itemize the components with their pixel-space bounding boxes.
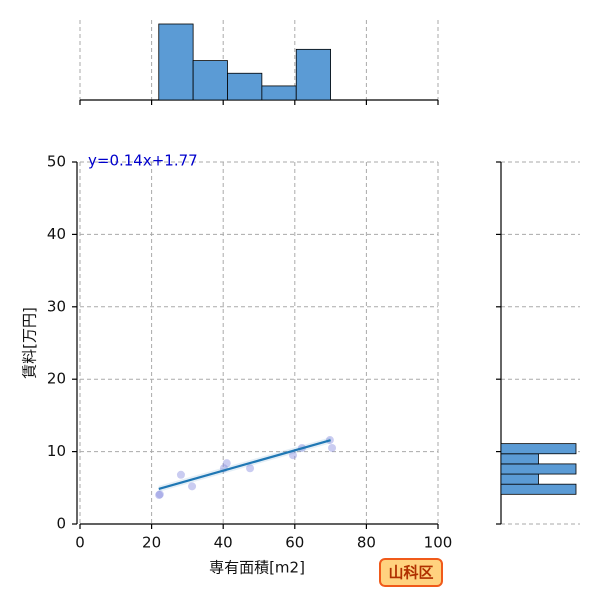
fit-line — [158, 439, 331, 490]
annotation: y=0.14x+1.77 — [88, 152, 198, 170]
x-tick-label: 20 — [142, 534, 161, 552]
y-tick-label: 0 — [56, 515, 66, 533]
point — [289, 451, 298, 460]
y-tick-label: 30 — [47, 297, 66, 315]
point — [176, 470, 185, 479]
badge: 山科区 — [388, 564, 433, 582]
x-tick-label: 0 — [75, 534, 85, 552]
x-hist-bar — [158, 23, 194, 101]
badge-box — [379, 558, 443, 587]
x-tick-label: 80 — [357, 534, 376, 552]
point — [188, 482, 197, 491]
y-hist-bar — [500, 473, 539, 485]
y-hist-bar — [500, 443, 577, 455]
y-tick-label: 10 — [47, 442, 66, 460]
y-tick-label: 40 — [47, 225, 66, 243]
point — [155, 491, 164, 500]
point — [246, 464, 255, 473]
y-tick-label: 50 — [47, 153, 66, 171]
y-hist-bar — [500, 453, 539, 465]
x-hist-bar — [295, 48, 331, 101]
point — [222, 459, 231, 468]
x-hist-bar — [192, 60, 228, 101]
x-hist-bar — [227, 72, 263, 101]
y-tick-label: 20 — [47, 370, 66, 388]
y-hist-bar — [500, 483, 577, 495]
x-tick-label: 40 — [214, 534, 233, 552]
x-axis-label: 専有面積[m2] — [209, 559, 305, 577]
point — [155, 490, 164, 499]
point — [328, 443, 337, 452]
y-hist-bar — [500, 463, 577, 475]
x-tick-label: 60 — [285, 534, 304, 552]
x-tick-label: 100 — [424, 534, 453, 552]
y-axis-label: 賃料[万円] — [21, 307, 39, 379]
x-hist-bar — [261, 85, 297, 101]
